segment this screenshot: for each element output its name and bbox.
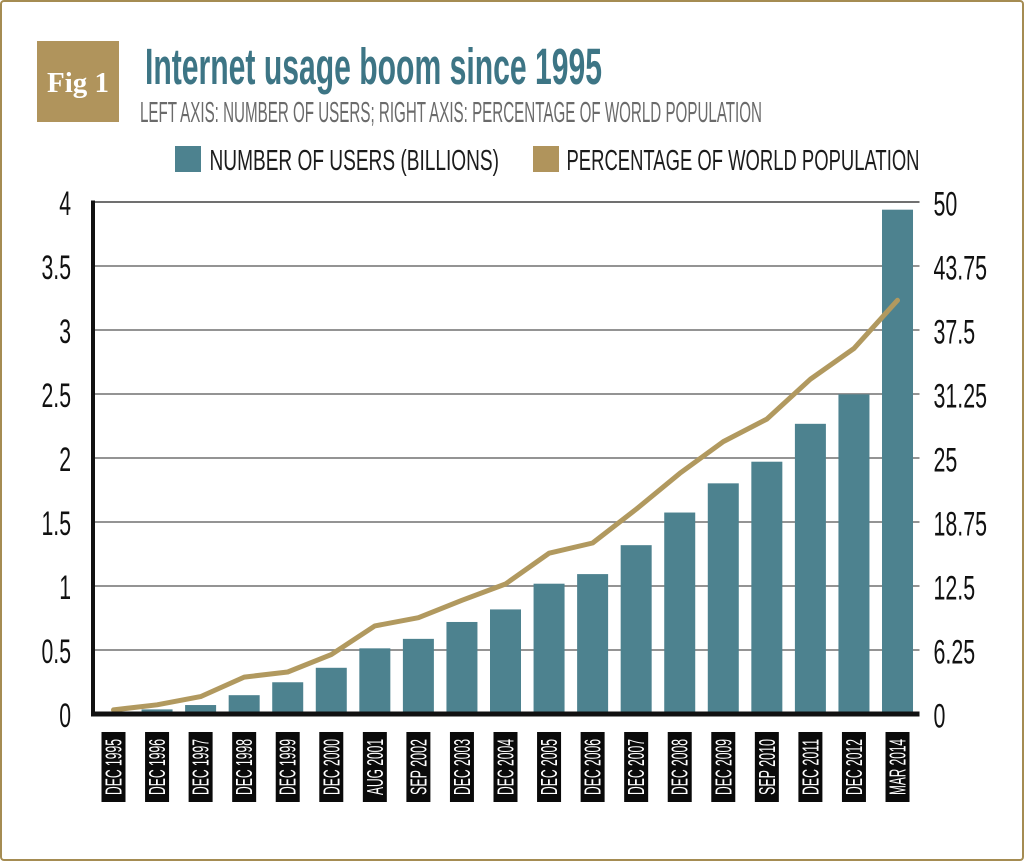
svg-text:DEC 2000: DEC 2000 — [318, 739, 344, 795]
svg-text:0.5: 0.5 — [42, 633, 72, 671]
svg-text:PERCENTAGE OF WORLD POPULATION: PERCENTAGE OF WORLD POPULATION — [567, 145, 920, 177]
svg-text:12.5: 12.5 — [934, 570, 976, 608]
svg-text:Fig 1: Fig 1 — [47, 67, 109, 99]
svg-text:2: 2 — [59, 441, 71, 479]
svg-text:DEC 2006: DEC 2006 — [580, 739, 606, 795]
svg-text:DEC 1998: DEC 1998 — [231, 739, 257, 795]
svg-text:0: 0 — [59, 697, 71, 735]
svg-text:NUMBER OF USERS (BILLIONS): NUMBER OF USERS (BILLIONS) — [210, 145, 500, 177]
svg-text:3.5: 3.5 — [42, 249, 72, 287]
svg-text:DEC 2011: DEC 2011 — [797, 739, 823, 795]
svg-text:DEC 2012: DEC 2012 — [841, 739, 867, 795]
svg-text:MAR 2014: MAR 2014 — [885, 739, 911, 795]
svg-text:SEP 2002: SEP 2002 — [405, 739, 431, 795]
svg-text:4: 4 — [59, 185, 71, 223]
svg-text:DEC 1996: DEC 1996 — [144, 739, 170, 795]
svg-text:DEC 2007: DEC 2007 — [623, 739, 649, 795]
svg-text:DEC 1999: DEC 1999 — [275, 739, 301, 795]
svg-text:50: 50 — [934, 186, 958, 224]
svg-text:LEFT AXIS: NUMBER OF USERS; RI: LEFT AXIS: NUMBER OF USERS; RIGHT AXIS: … — [140, 97, 762, 129]
svg-text:0: 0 — [934, 698, 946, 736]
svg-text:31.25: 31.25 — [934, 378, 988, 416]
svg-text:AUG 2001: AUG 2001 — [362, 739, 388, 795]
svg-text:DEC 2004: DEC 2004 — [493, 739, 519, 795]
svg-text:25: 25 — [934, 442, 958, 480]
svg-text:1.5: 1.5 — [42, 505, 72, 543]
svg-text:SEP 2010: SEP 2010 — [754, 739, 780, 795]
svg-text:43.75: 43.75 — [934, 250, 988, 288]
svg-text:DEC 2003: DEC 2003 — [449, 739, 475, 795]
svg-text:2.5: 2.5 — [42, 377, 72, 415]
svg-text:1: 1 — [59, 569, 71, 607]
svg-text:3: 3 — [59, 313, 71, 351]
svg-text:DEC 1995: DEC 1995 — [101, 739, 127, 795]
svg-text:DEC 2009: DEC 2009 — [710, 739, 736, 795]
svg-text:DEC 2008: DEC 2008 — [667, 739, 693, 795]
svg-text:DEC 1997: DEC 1997 — [188, 739, 214, 795]
svg-text:Internet usage boom since 1995: Internet usage boom since 1995 — [145, 38, 602, 95]
svg-text:6.25: 6.25 — [934, 634, 976, 672]
svg-text:37.5: 37.5 — [934, 314, 976, 352]
svg-text:DEC 2005: DEC 2005 — [536, 739, 562, 795]
svg-text:18.75: 18.75 — [934, 506, 988, 544]
